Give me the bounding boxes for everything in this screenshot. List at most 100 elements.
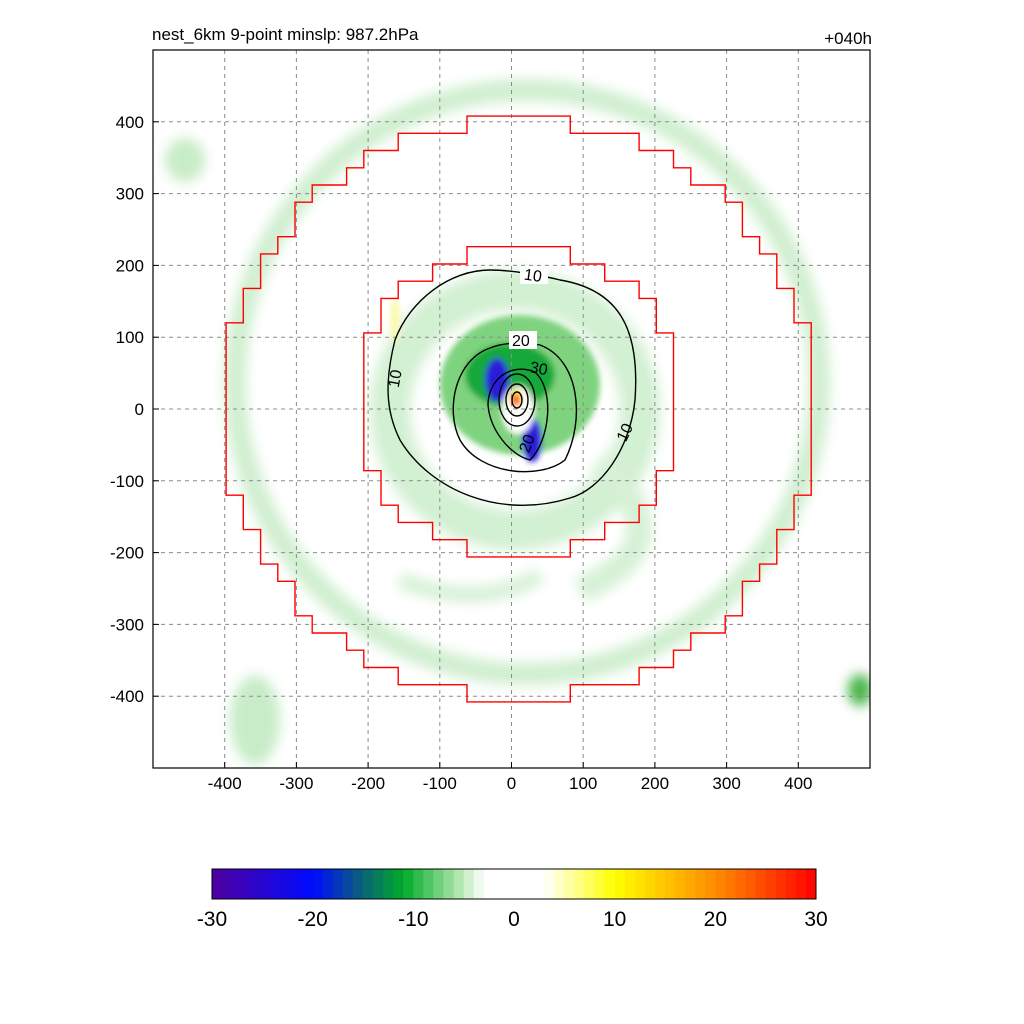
contour-10 <box>387 269 637 506</box>
contour-label-20: 20 <box>512 333 530 350</box>
north-yellow-streak <box>390 298 400 342</box>
colorbar-labels: -30 -20 -10 0 10 20 30 <box>197 908 828 931</box>
colorbar-segment <box>423 869 434 899</box>
colorbar-segment <box>614 869 626 899</box>
colorbar-segment <box>443 869 454 899</box>
x-tick-label: 300 <box>712 774 740 793</box>
nw-band <box>165 138 205 182</box>
domain-box-inner <box>363 246 675 558</box>
colorbar-segment <box>453 869 465 899</box>
contour-core-2 <box>505 383 529 417</box>
y-tick-label: -200 <box>110 544 144 563</box>
colorbar-segment <box>775 869 787 899</box>
colorbar-segment <box>383 869 394 899</box>
y-axis: 400 300 200 100 0 -100 -200 -300 -400 <box>110 113 159 706</box>
colorbar-segment <box>252 869 263 899</box>
colorbar-segment <box>594 869 605 899</box>
colorbar-segment <box>302 869 314 899</box>
x-tick-label: -100 <box>423 774 457 793</box>
colorbar-segment <box>554 869 565 899</box>
core-red <box>512 394 520 406</box>
y-tick-label: -100 <box>110 472 144 491</box>
colorbar-segment <box>403 869 414 899</box>
y-tick-label: 300 <box>116 185 144 204</box>
contour-core-3 <box>511 391 523 409</box>
colorbar-segment <box>493 869 505 899</box>
colorbar-segment <box>292 869 303 899</box>
colorbar-segment <box>342 869 354 899</box>
colorbar-segment <box>373 869 384 899</box>
x-tick-label: -300 <box>279 774 313 793</box>
x-tick-label: 0 <box>507 774 516 793</box>
colorbar-segment <box>644 869 656 899</box>
colorbar-segment <box>212 869 223 899</box>
colorbar-segment <box>232 869 243 899</box>
y-tick-label: 400 <box>116 113 144 132</box>
domain-box-outer <box>225 115 812 703</box>
colorbar-segment <box>785 869 797 899</box>
colorbar-segment <box>675 869 686 899</box>
contours <box>387 269 637 506</box>
colorbar-segment <box>735 869 746 899</box>
y-tick-label: -400 <box>110 687 144 706</box>
colorbar-segment <box>574 869 585 899</box>
colorbar-segment <box>805 869 817 899</box>
colorbar-tick-label: -10 <box>398 908 428 931</box>
contour-label-20-south: 20 <box>517 432 539 455</box>
y-tick-label: -300 <box>110 615 144 634</box>
contour-label-10-west: 10 <box>386 368 406 389</box>
colorbar-segment <box>352 869 364 899</box>
colorbar-segment <box>665 869 676 899</box>
colorbar-tick-label: 0 <box>508 908 520 931</box>
colorbar-segment <box>514 869 525 899</box>
x-tick-label: 200 <box>641 774 669 793</box>
colorbar-segment <box>262 869 273 899</box>
y-tick-label: 100 <box>116 328 144 347</box>
east-cell <box>848 674 870 706</box>
colorbar-segment <box>433 869 444 899</box>
colorbar-segment <box>363 869 374 899</box>
contour-label-10-east: 10 <box>614 421 637 444</box>
colorbar-segment <box>695 869 706 899</box>
colorbar-segment <box>564 869 575 899</box>
colorbar-segment <box>393 869 404 899</box>
colorbar-segment <box>795 869 807 899</box>
west-band <box>230 675 280 765</box>
x-tick-label: -200 <box>351 774 385 793</box>
colorbar-segment <box>312 869 324 899</box>
x-tick-label: 100 <box>569 774 597 793</box>
contour-labels: 10 20 30 10 10 20 <box>386 266 637 455</box>
colorbar-segment <box>765 869 777 899</box>
colorbar-segment <box>272 869 283 899</box>
colorbar-tick-label: -20 <box>297 908 327 931</box>
colorbar-tick-label: 20 <box>704 908 727 931</box>
x-tick-label: 400 <box>784 774 812 793</box>
colorbar-segment <box>463 869 475 899</box>
x-axis: -400 -300 -200 -100 0 100 200 300 400 <box>208 762 812 793</box>
colorbar-segment <box>604 869 616 899</box>
contour-label-10-top: 10 <box>523 267 543 286</box>
colorbar-segment <box>634 869 646 899</box>
colorbar-frame <box>211 868 817 900</box>
y-tick-label: 200 <box>116 256 144 275</box>
colorbar-segment <box>654 869 666 899</box>
contour-core-1 <box>498 373 536 427</box>
colorbar-segment <box>685 869 696 899</box>
colorbar-segment <box>584 869 595 899</box>
colorbar-segment <box>473 869 485 899</box>
colorbar-segment <box>745 869 756 899</box>
outer-rainband-ring <box>224 79 830 685</box>
colorbar-segment <box>544 869 555 899</box>
colorbar-segment <box>715 869 726 899</box>
contour-label-30: 30 <box>528 359 549 379</box>
colorbar-segment <box>332 869 344 899</box>
colorbar-segment <box>524 869 535 899</box>
spiral-band-west <box>397 568 545 603</box>
colorbar-segment <box>483 869 495 899</box>
colorbar <box>211 868 817 900</box>
contour-20 <box>452 342 578 473</box>
colorbar-segment <box>705 869 716 899</box>
colorbar-segment <box>322 869 334 899</box>
colorbar-segment <box>222 869 233 899</box>
